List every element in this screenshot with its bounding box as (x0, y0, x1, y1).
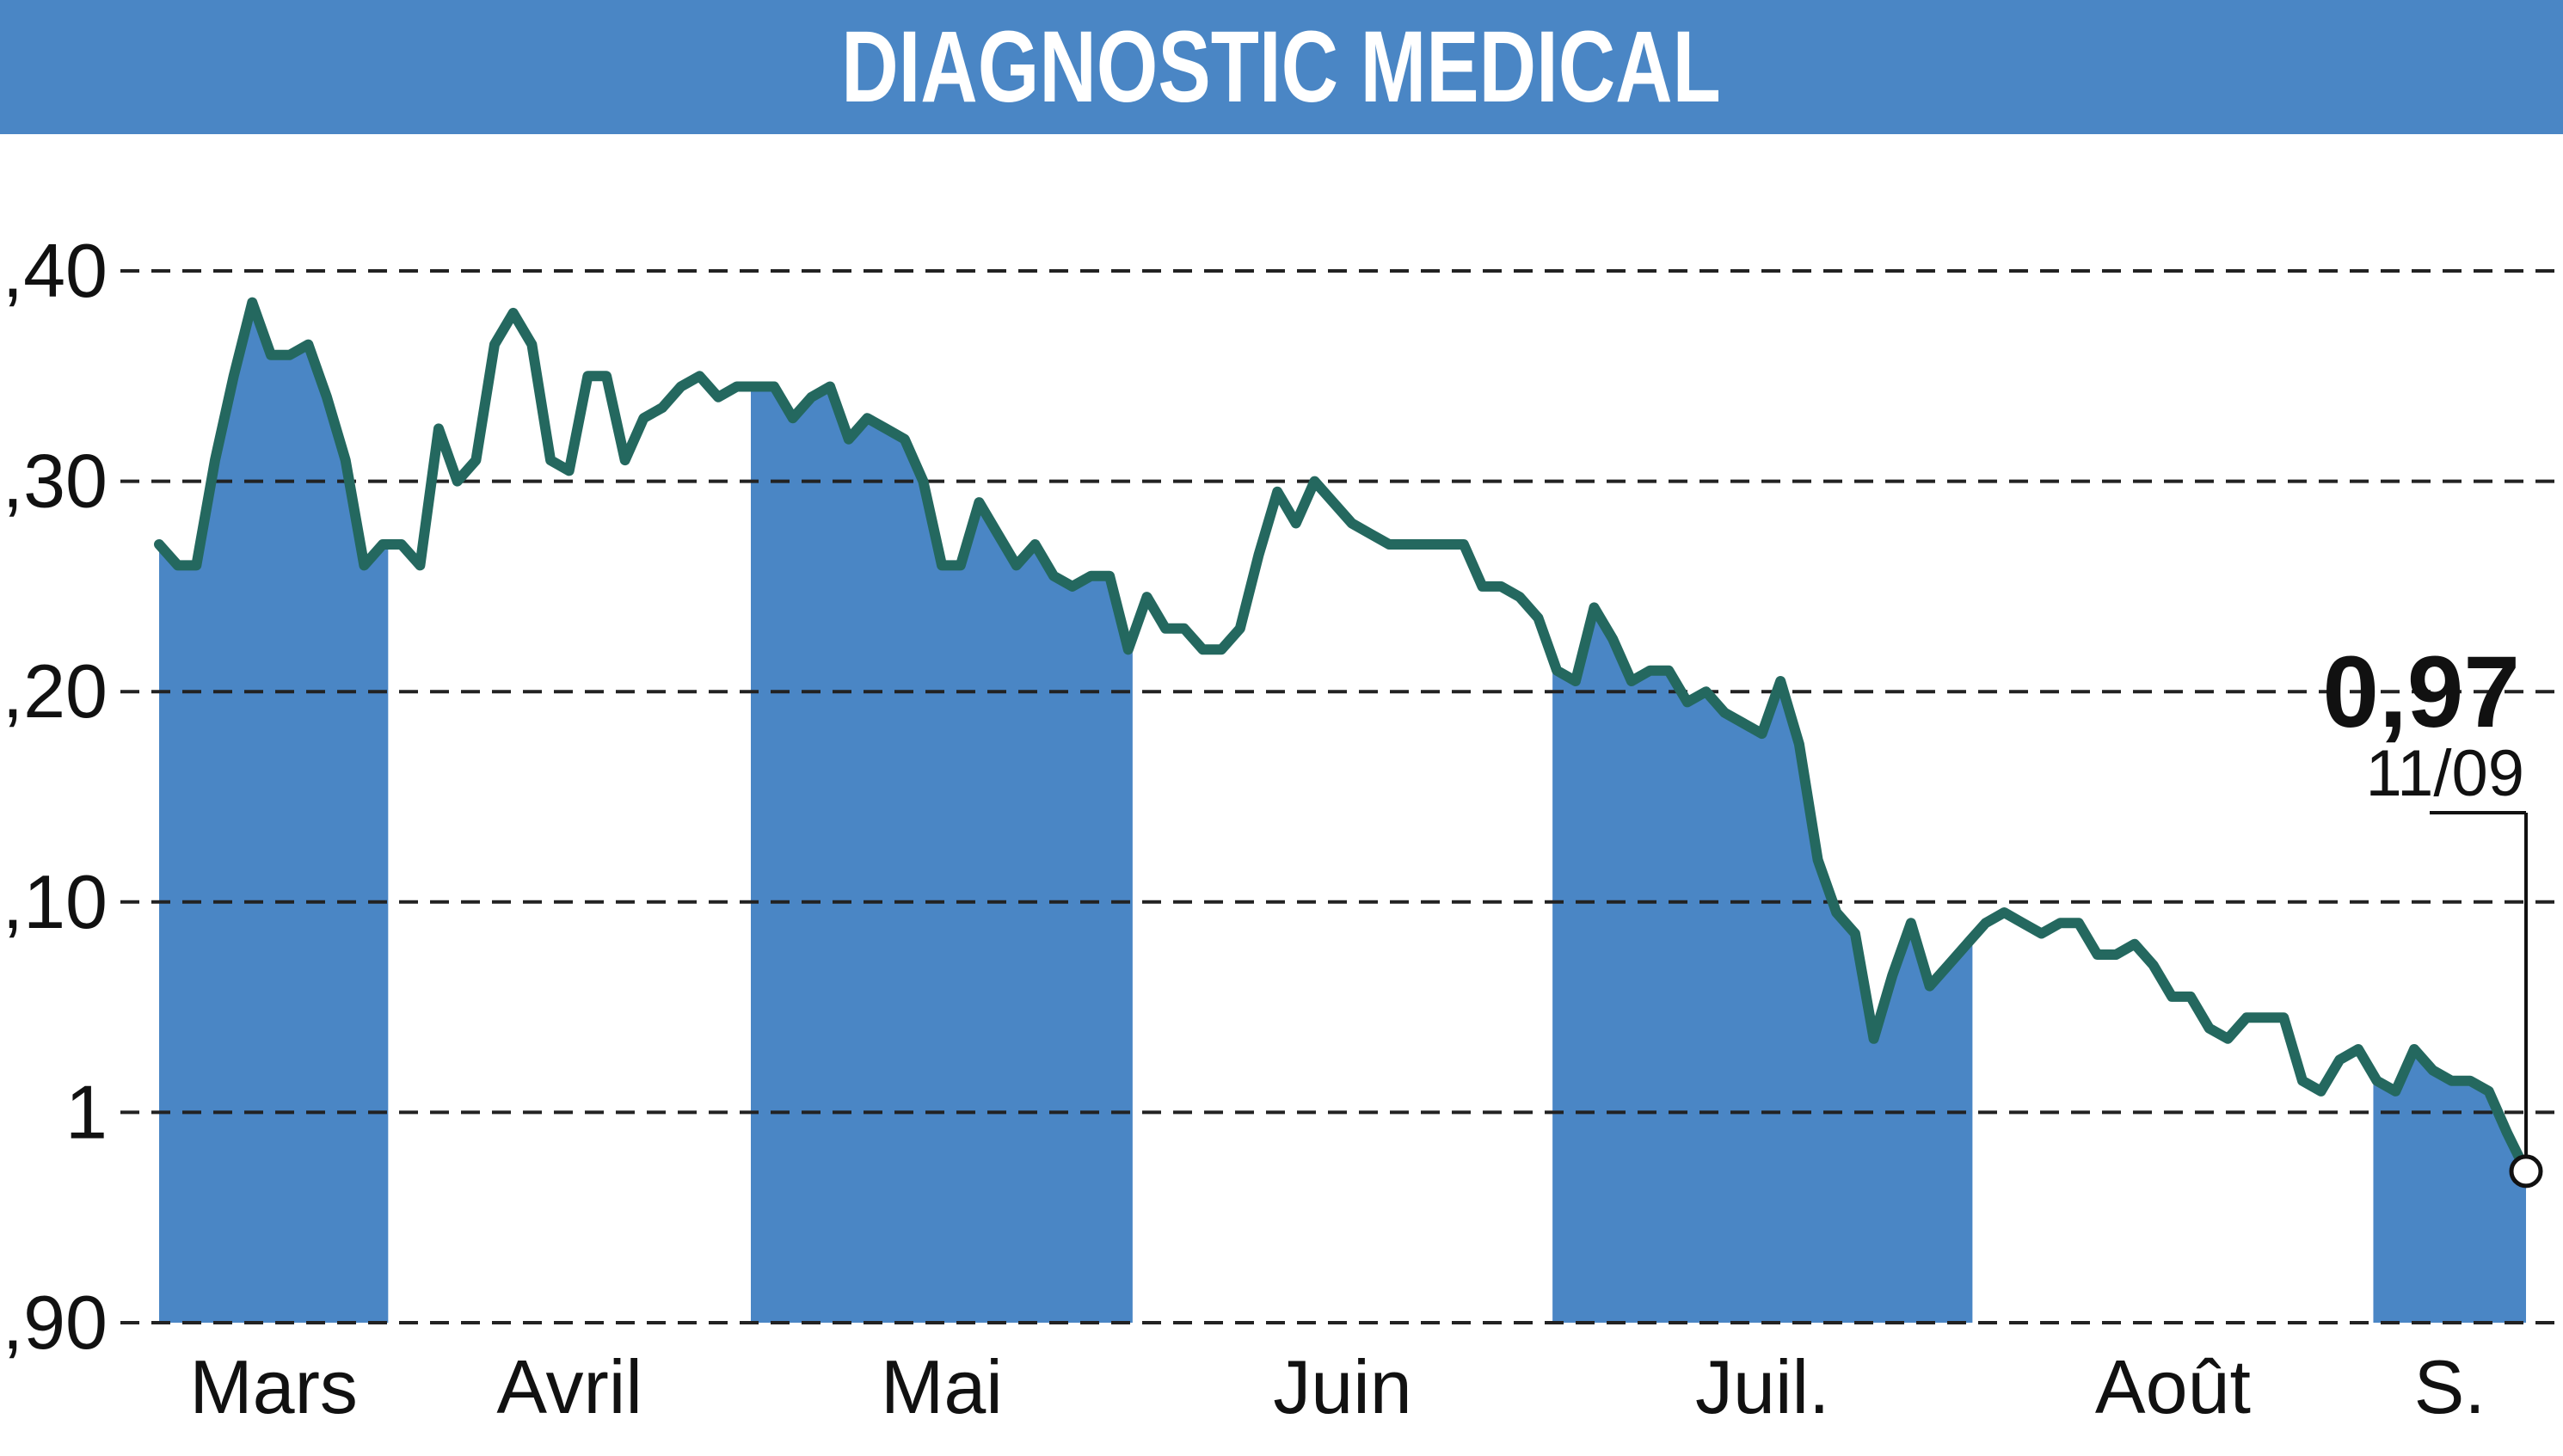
price-line (154, 297, 2531, 1176)
x-tick-label: Mai (881, 1344, 1003, 1429)
x-tick-label: S. (2414, 1344, 2486, 1429)
last-point-marker (2509, 1154, 2543, 1189)
x-axis-month-labels: Mars Avril Mai Juin Juil. Août S. (189, 1344, 2485, 1429)
month-bands (159, 302, 2526, 1324)
chart-title: DIAGNOSTIC MEDICAL (841, 10, 1722, 124)
y-tick-label: 1 (65, 1069, 108, 1154)
x-tick-label: Mars (189, 1344, 358, 1429)
month-band-2 (751, 386, 1133, 1323)
x-tick-label: Juil. (1695, 1344, 1830, 1429)
x-tick-label: Juin (1273, 1344, 1411, 1429)
x-tick-label: Août (2095, 1344, 2251, 1429)
y-tick-label: 1,40 (0, 228, 108, 313)
month-band-4 (1552, 607, 1973, 1323)
y-tick-label: 1,30 (0, 439, 108, 524)
month-band-6 (2373, 1049, 2526, 1323)
x-tick-label: Avril (496, 1344, 642, 1429)
y-tick-label: 1,10 (0, 859, 108, 944)
y-tick-label: 0,90 (0, 1280, 108, 1365)
chart-title-bar: DIAGNOSTIC MEDICAL (0, 0, 2563, 134)
last-date-label: 11/09 (2365, 737, 2524, 810)
month-band-0 (159, 302, 389, 1324)
grid-lines (120, 269, 2559, 1324)
last-value-label: 0,97 (2322, 636, 2520, 749)
y-axis-tick-labels: 1,40 1,30 1,20 1,10 1 0,90 (0, 228, 108, 1365)
price-series (154, 297, 2531, 1176)
y-tick-label: 1,20 (0, 648, 108, 734)
